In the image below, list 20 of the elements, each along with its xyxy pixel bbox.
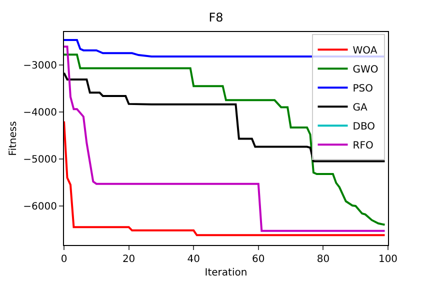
legend-label: GA: [352, 102, 368, 114]
x-tick-label: 100: [378, 254, 398, 265]
x-axis-title: Iteration: [204, 268, 248, 278]
x-tick-label: 40: [187, 254, 200, 265]
line-series: [64, 120, 386, 236]
legend-label: GWO: [352, 64, 378, 76]
legend-label: RFO: [352, 140, 374, 152]
y-tick-label: −6000: [23, 201, 57, 212]
x-tick-label: 80: [316, 254, 330, 265]
legend-label: WOA: [352, 46, 378, 57]
legend-label: PSO: [352, 84, 374, 95]
y-tick-label: −3000: [23, 60, 57, 72]
x-tick-label: 20: [122, 254, 136, 265]
y-axis-title: Fitness: [8, 121, 20, 156]
y-tick-label: −4000: [23, 107, 57, 118]
chart-title: F8: [208, 10, 224, 24]
y-tick-label: −5000: [23, 154, 57, 166]
legend-label: DBO: [352, 122, 376, 133]
x-tick-label: 60: [252, 254, 265, 265]
x-tick-label: 0: [60, 254, 68, 265]
